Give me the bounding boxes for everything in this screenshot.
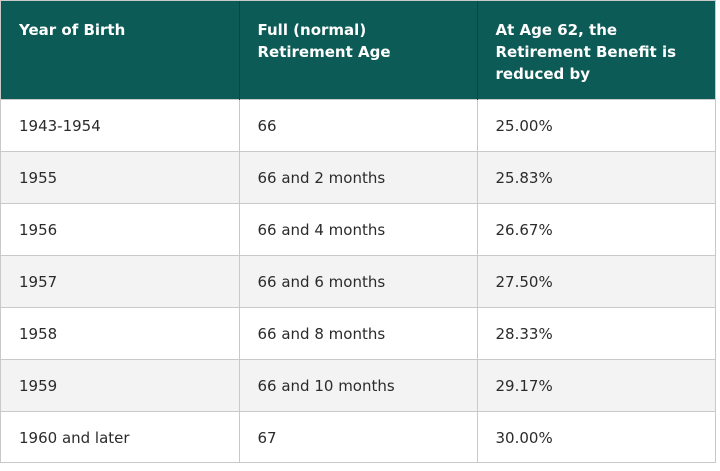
table-cell: 1943-1954	[1, 99, 240, 152]
table-cell: 66 and 10 months	[239, 359, 478, 412]
table-cell: 66 and 4 months	[239, 203, 478, 256]
table-row: 1958 66 and 8 months 28.33%	[1, 307, 715, 360]
table-cell: 1959	[1, 359, 240, 412]
table-cell: 66 and 2 months	[239, 151, 478, 204]
table-cell: 25.83%	[477, 151, 715, 204]
header-row: Year of Birth Full (normal) Retirement Ag…	[1, 1, 715, 100]
table-row: 1956 66 and 4 months 26.67%	[1, 203, 715, 256]
table-cell: 1960 and later	[1, 411, 240, 463]
table-body: 1943-1954 66 25.00% 1955 66 and 2 months 25.8…	[1, 99, 715, 463]
header-cell: Year of Birth	[1, 1, 240, 100]
table-cell: 1955	[1, 151, 240, 204]
table-cell: 66 and 6 months	[239, 255, 478, 308]
table-row: 1943-1954 66 25.00%	[1, 99, 715, 152]
table-row: 1959 66 and 10 months 29.17%	[1, 359, 715, 412]
table-cell: 1958	[1, 307, 240, 360]
header-cell: At Age 62, the Retirement Benefit is red…	[477, 1, 715, 100]
table-cell: 1957	[1, 255, 240, 308]
table-row: 1955 66 and 2 months 25.83%	[1, 151, 715, 204]
retirement-table: Year of Birth Full (normal) Retirement Ag…	[1, 1, 715, 463]
table-cell: 26.67%	[477, 203, 715, 256]
table-cell: 29.17%	[477, 359, 715, 412]
header-cell: Full (normal) Retirement Age	[239, 1, 478, 100]
table-cell: 66 and 8 months	[239, 307, 478, 360]
table-cell: 67	[239, 411, 478, 463]
table-cell: 66	[239, 99, 478, 152]
table-container: Year of Birth Full (normal) Retirement Ag…	[0, 0, 716, 463]
table-cell: 27.50%	[477, 255, 715, 308]
table-cell: 28.33%	[477, 307, 715, 360]
table-cell: 25.00%	[477, 99, 715, 152]
table-row: 1960 and later 67 30.00%	[1, 411, 715, 463]
table-cell: 30.00%	[477, 411, 715, 463]
table-cell: 1956	[1, 203, 240, 256]
table-row: 1957 66 and 6 months 27.50%	[1, 255, 715, 308]
